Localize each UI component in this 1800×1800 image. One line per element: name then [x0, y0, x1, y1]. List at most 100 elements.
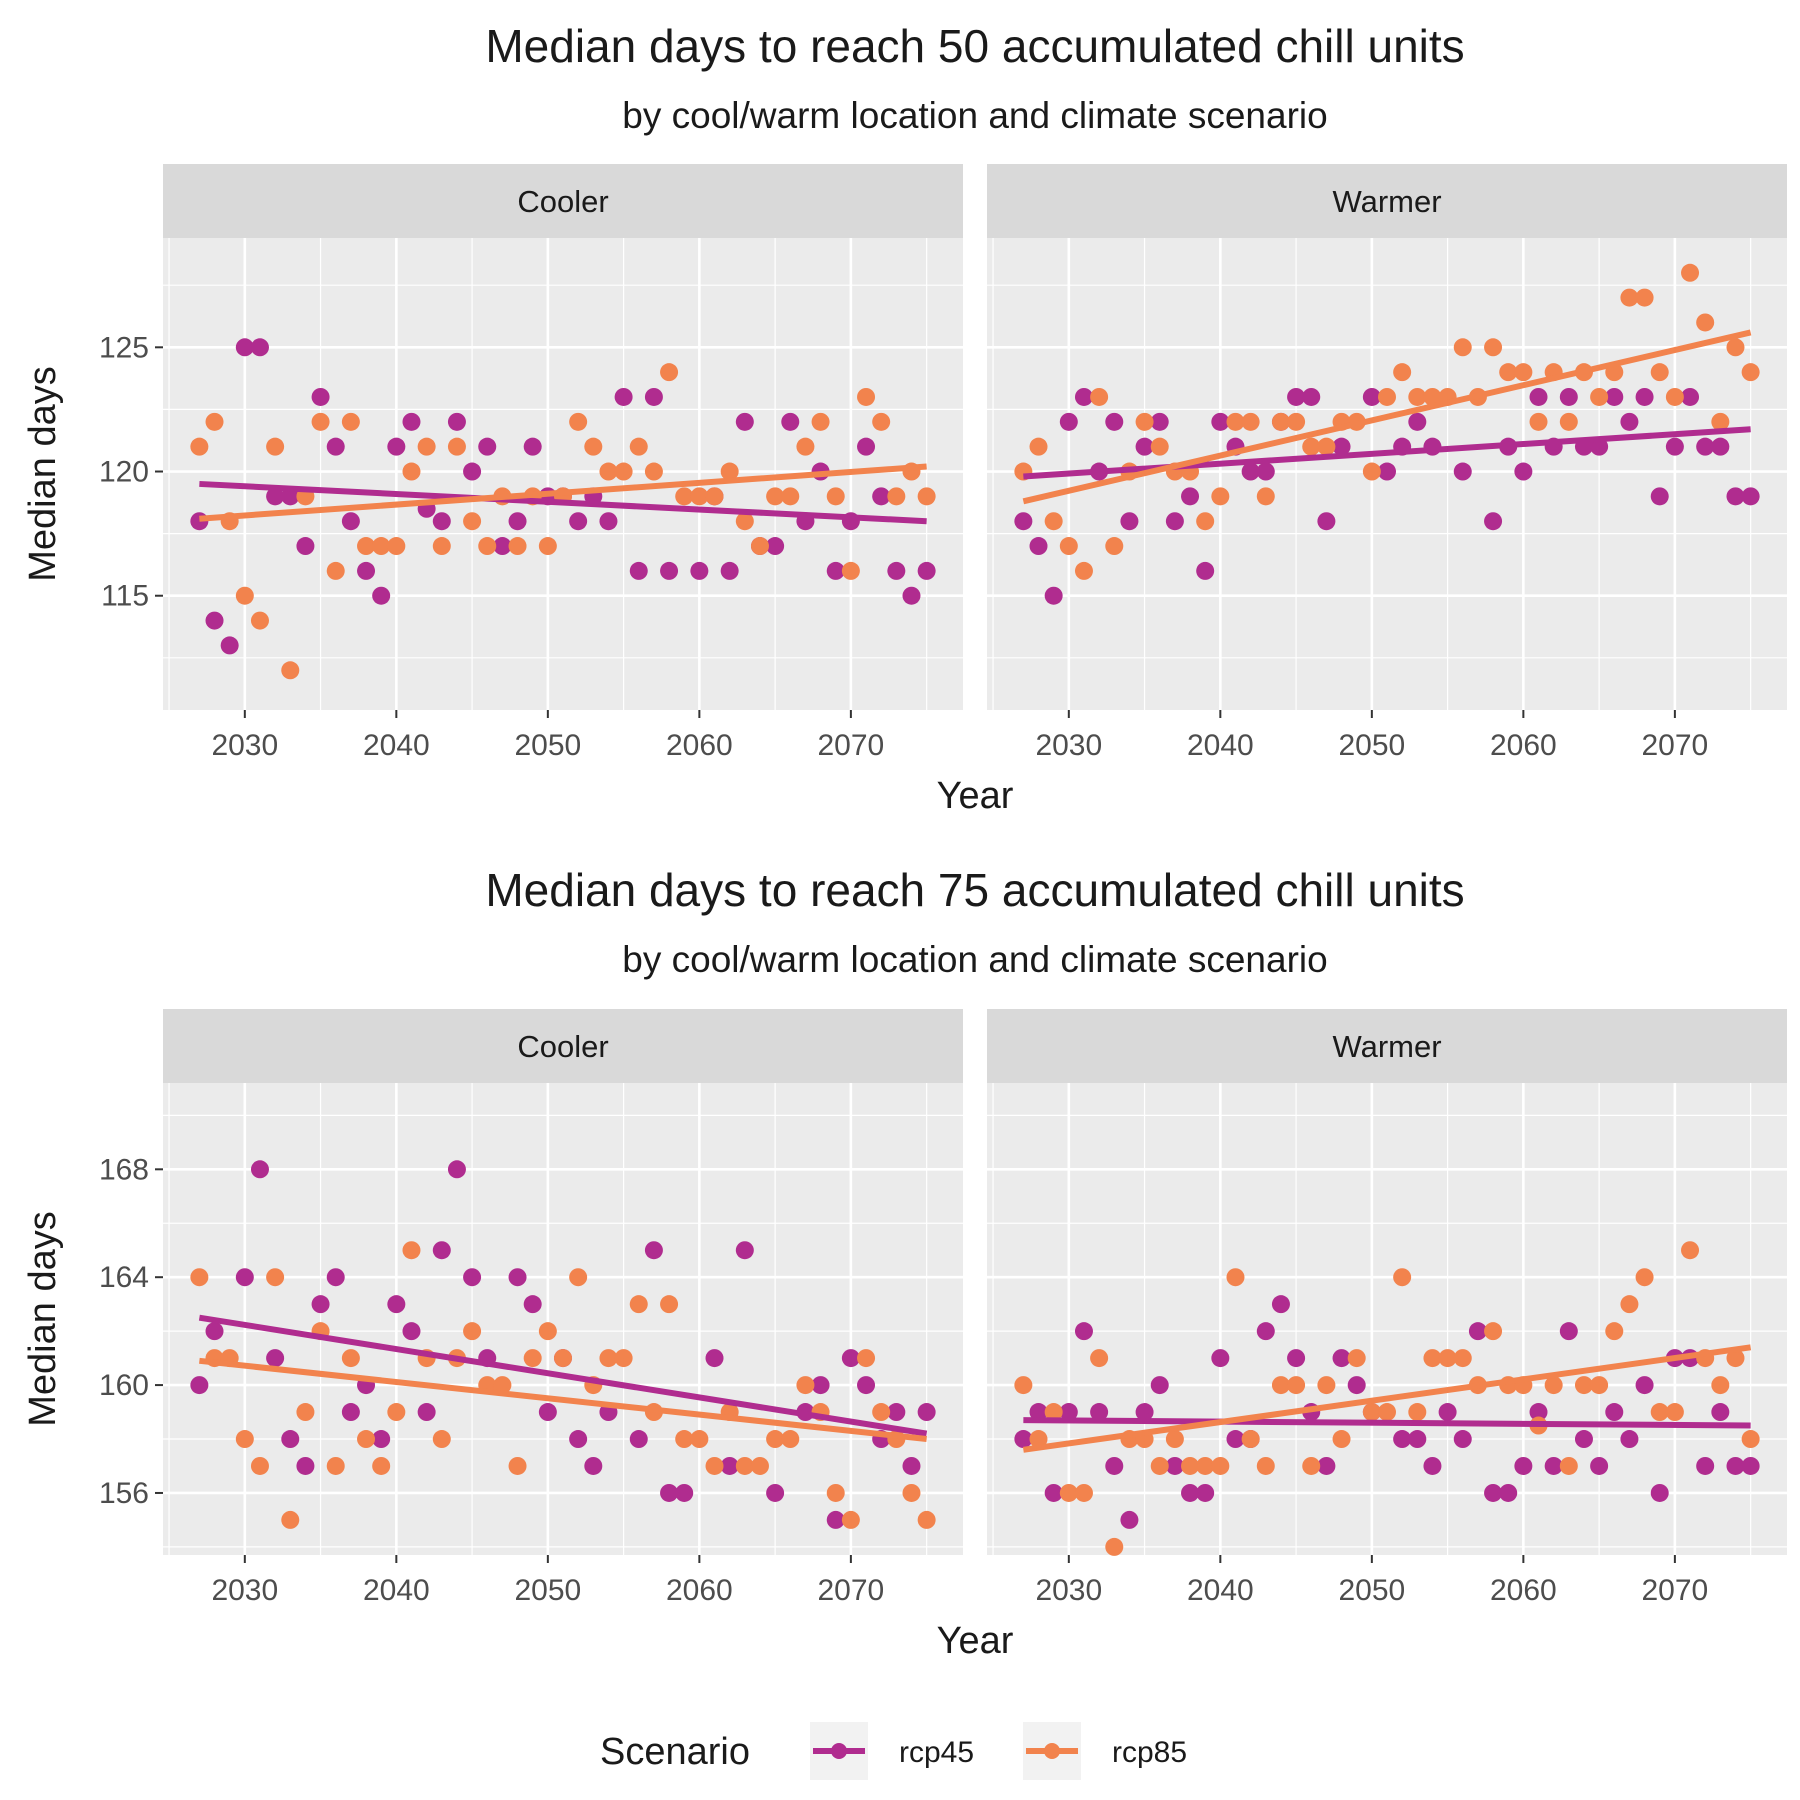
facet-strip — [163, 164, 963, 238]
trend-line-rcp85 — [199, 463, 927, 522]
data-point-rcp85 — [1484, 338, 1503, 357]
data-point-rcp85 — [705, 1456, 724, 1475]
chart-subtitle: by cool/warm location and climate scenar… — [622, 95, 1327, 136]
data-point-rcp85 — [675, 1430, 694, 1449]
data-point-rcp45 — [675, 1483, 694, 1502]
data-point-rcp85 — [735, 512, 754, 531]
facet-label: Warmer — [1332, 184, 1441, 219]
data-point-rcp85 — [917, 487, 936, 506]
data-point-rcp85 — [1635, 1268, 1654, 1287]
data-point-rcp45 — [311, 387, 330, 406]
legend-point-rcp85 — [1044, 1743, 1060, 1759]
data-point-rcp45 — [478, 437, 497, 456]
data-point-rcp85 — [1150, 1456, 1169, 1475]
data-point-rcp45 — [1044, 1483, 1063, 1502]
data-point-rcp45 — [326, 1268, 345, 1287]
data-point-rcp45 — [1362, 387, 1381, 406]
data-point-rcp45 — [705, 1349, 724, 1368]
data-point-rcp85 — [266, 437, 285, 456]
data-point-rcp85 — [766, 487, 785, 506]
data-point-rcp85 — [1135, 412, 1154, 431]
data-point-rcp85 — [266, 1268, 285, 1287]
data-point-rcp85 — [1271, 1376, 1290, 1395]
data-point-rcp85 — [1650, 363, 1669, 382]
plots-layer: Median days to reach 50 accumulated chil… — [22, 20, 1787, 1662]
data-point-rcp85 — [1393, 1268, 1412, 1287]
data-point-rcp85 — [1726, 1349, 1745, 1368]
data-point-rcp45 — [887, 1403, 906, 1422]
data-point-rcp45 — [887, 561, 906, 580]
data-point-rcp45 — [1256, 462, 1275, 481]
data-point-rcp45 — [220, 636, 239, 655]
x-tick-label: 2050 — [514, 1574, 581, 1607]
data-point-rcp45 — [1150, 1376, 1169, 1395]
x-tick-label: 2040 — [1187, 1574, 1254, 1607]
data-point-rcp45 — [281, 1430, 300, 1449]
legend-point-rcp45 — [831, 1743, 847, 1759]
data-point-rcp45 — [660, 1483, 679, 1502]
data-point-rcp45 — [781, 412, 800, 431]
data-point-rcp85 — [205, 412, 224, 431]
data-point-rcp45 — [281, 487, 300, 506]
data-point-rcp45 — [826, 561, 845, 580]
data-point-rcp45 — [250, 338, 269, 357]
data-point-rcp85 — [372, 1456, 391, 1475]
chart-title: Median days to reach 75 accumulated chil… — [485, 864, 1464, 916]
data-point-rcp85 — [1105, 1537, 1124, 1556]
data-point-rcp45 — [1559, 1322, 1578, 1341]
facet-strip — [163, 1009, 963, 1083]
data-point-rcp85 — [1044, 1403, 1063, 1422]
data-point-rcp85 — [826, 487, 845, 506]
x-tick-label: 2060 — [1490, 1574, 1557, 1607]
data-point-rcp85 — [1378, 387, 1396, 406]
data-point-rcp45 — [1287, 387, 1306, 406]
data-point-rcp45 — [1211, 1349, 1230, 1368]
data-point-rcp85 — [1423, 1349, 1442, 1368]
data-point-rcp85 — [599, 462, 618, 481]
data-point-rcp45 — [341, 1403, 360, 1422]
data-point-rcp45 — [1529, 1403, 1548, 1422]
legend: Scenario rcp45 rcp85 — [600, 1722, 1187, 1780]
x-tick-label: 2030 — [211, 729, 278, 762]
data-point-rcp85 — [508, 537, 527, 556]
data-point-rcp85 — [1074, 1483, 1093, 1502]
trend-line-rcp85 — [199, 1357, 927, 1443]
data-point-rcp85 — [1302, 437, 1321, 456]
y-tick-label: 156 — [99, 1477, 149, 1510]
data-point-rcp85 — [1574, 1376, 1593, 1395]
data-point-rcp45 — [735, 412, 754, 431]
data-point-rcp85 — [1074, 561, 1093, 580]
data-point-rcp45 — [1347, 1376, 1366, 1395]
data-point-rcp45 — [644, 1241, 663, 1260]
data-point-rcp45 — [766, 537, 785, 556]
data-point-rcp45 — [1544, 1456, 1563, 1475]
data-point-rcp85 — [872, 412, 891, 431]
data-point-rcp85 — [463, 512, 482, 531]
x-tick-label: 2040 — [363, 729, 430, 762]
data-point-rcp45 — [1241, 462, 1260, 481]
data-point-rcp85 — [1590, 387, 1609, 406]
data-point-rcp85 — [493, 1376, 512, 1395]
x-tick-label: 2050 — [514, 729, 581, 762]
x-tick-label: 2060 — [666, 1574, 733, 1607]
data-point-rcp85 — [1559, 412, 1578, 431]
data-point-rcp85 — [584, 437, 603, 456]
data-point-rcp45 — [372, 1430, 391, 1449]
data-point-rcp45 — [1605, 387, 1624, 406]
data-point-rcp85 — [766, 1430, 785, 1449]
x-tick-label: 2030 — [211, 1574, 278, 1607]
data-point-rcp85 — [887, 487, 906, 506]
data-point-rcp45 — [1696, 437, 1715, 456]
data-point-rcp45 — [1605, 1403, 1624, 1422]
data-point-rcp45 — [1332, 437, 1351, 456]
x-tick-label: 2050 — [1338, 729, 1405, 762]
facet-label: Warmer — [1332, 1029, 1441, 1064]
data-point-rcp85 — [432, 537, 451, 556]
data-point-rcp85 — [235, 586, 254, 605]
data-point-rcp45 — [1165, 512, 1184, 531]
data-point-rcp45 — [1044, 586, 1063, 605]
data-point-rcp45 — [1029, 1403, 1048, 1422]
data-point-rcp45 — [190, 1376, 209, 1395]
data-point-rcp85 — [1150, 437, 1169, 456]
data-point-rcp85 — [1059, 537, 1078, 556]
